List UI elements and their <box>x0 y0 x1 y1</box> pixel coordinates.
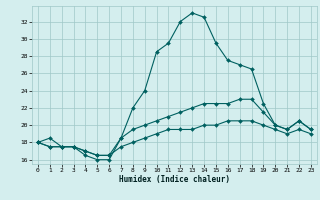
X-axis label: Humidex (Indice chaleur): Humidex (Indice chaleur) <box>119 175 230 184</box>
